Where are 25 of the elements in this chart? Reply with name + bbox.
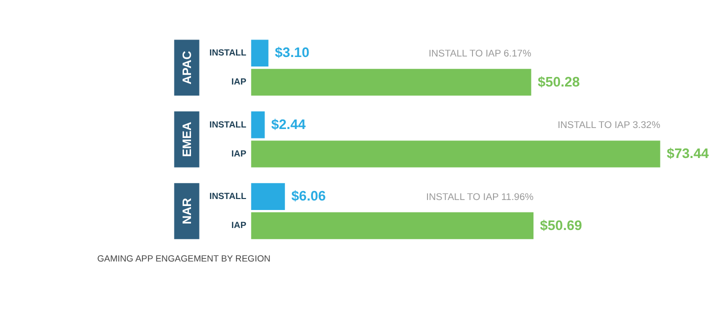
data-label: $6.06 — [291, 188, 326, 204]
text: GAMING APP ENGAGEMENT BY REGION — [97, 253, 270, 264]
bar — [251, 140, 660, 168]
text: INSTALL — [209, 190, 246, 201]
annotation: INSTALL TO IAP 6.17% — [428, 48, 532, 60]
data-label: $3.10 — [274, 45, 310, 60]
bar — [251, 68, 532, 96]
bar — [251, 40, 268, 66]
series-label: IAP — [231, 76, 246, 87]
bar — [251, 212, 534, 240]
y-tick-label: APAC — [180, 50, 194, 84]
bar — [251, 111, 265, 138]
data-label: $50.69 — [540, 218, 582, 233]
text: INSTALL — [209, 119, 246, 130]
data-label: $2.44 — [271, 116, 306, 132]
data-label: $73.44 — [666, 146, 710, 162]
annotation: INSTALL TO IAP 3.32% — [558, 120, 661, 132]
y-tick-label: EMEA — [180, 122, 194, 157]
series-label: INSTALL — [209, 48, 247, 58]
text: IAP — [231, 220, 246, 230]
text: IAP — [231, 148, 246, 158]
bar — [251, 183, 285, 210]
annotation: INSTALL TO IAP 11.96% — [426, 192, 534, 203]
y-tick-label: NAR — [180, 198, 194, 224]
data-label: $50.28 — [538, 74, 580, 90]
